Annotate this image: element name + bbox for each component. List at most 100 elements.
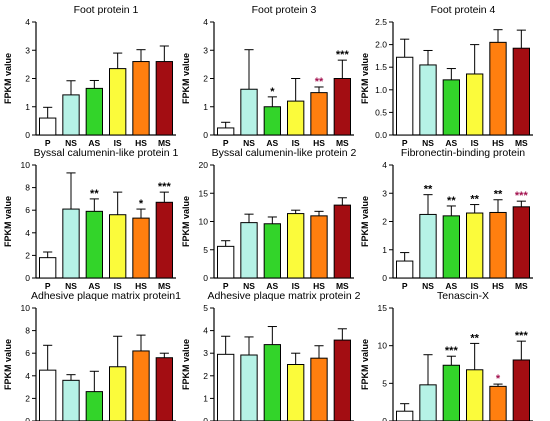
x-tick-label: MS (336, 138, 349, 148)
bar-p (217, 127, 235, 136)
x-tick-label: IS (471, 138, 479, 148)
bar-ns (62, 379, 80, 421)
y-tick-label: 10 (199, 217, 209, 227)
y-tick-label: 0 (382, 273, 387, 283)
bar-ms (512, 359, 531, 421)
x-tick-label: AS (266, 281, 278, 291)
chart-title: Byssal calumenin-like protein 1 (34, 147, 179, 159)
y-tick-label: 5 (382, 378, 387, 388)
chart-title: Foot protein 3 (252, 4, 317, 16)
bar-ms (155, 61, 174, 136)
x-tick-label: MS (336, 281, 349, 291)
x-tick-label: AS (266, 138, 278, 148)
y-tick-label: 4 (203, 326, 208, 336)
chart-panel: Adhesive plaque matrix protein1 FPKM valu… (3, 290, 181, 421)
y-tick-label: 4 (203, 17, 208, 27)
bar-is (466, 212, 484, 279)
bar-p (396, 260, 414, 279)
significance-marker: ** (470, 332, 479, 344)
bar-is (287, 213, 305, 279)
y-tick-label: 2 (203, 371, 208, 381)
y-tick-label: 2 (25, 250, 30, 260)
bar-p (396, 56, 414, 136)
y-tick-label: 2.0 (375, 40, 387, 50)
bar-as (85, 391, 103, 421)
y-tick-label: 3 (25, 45, 30, 55)
significance-marker: ** (447, 195, 456, 207)
bar-p (217, 353, 235, 421)
y-tick-label: 2 (203, 74, 208, 84)
x-tick-label: NS (422, 281, 434, 291)
chart-title: Fibronectin-binding protein (401, 147, 525, 159)
x-tick-label: P (402, 281, 408, 291)
significance-marker: ** (494, 189, 503, 201)
x-tick-label: MS (515, 138, 528, 148)
bar-is (466, 73, 484, 136)
y-tick-label: 1 (25, 102, 30, 112)
y-tick-label: 1 (382, 245, 387, 255)
y-tick-label: 10 (21, 160, 31, 170)
bar-ms (512, 47, 531, 136)
x-tick-label: P (45, 281, 51, 291)
chart-panel: Fibronectin-binding protein FPKM value 0 1 2… (360, 147, 533, 291)
x-tick-label: HS (313, 281, 325, 291)
x-tick-label: MS (158, 281, 171, 291)
y-axis-label: FPKM value (360, 53, 370, 104)
y-tick-label: 10 (378, 341, 388, 351)
x-tick-label: HS (492, 138, 504, 148)
chart-panel: Foot protein 3 FPKM value 0 1 2 3 4 P NS * AS IS ** H… (181, 4, 354, 148)
x-tick-label: P (223, 138, 229, 148)
bar-p (39, 117, 57, 136)
x-tick-label: P (223, 281, 229, 291)
significance-marker: *** (515, 330, 529, 342)
chart-panel: Foot protein 4 FPKM value 0.0 0.5 1.0 1.5 2.0 2… (360, 4, 533, 148)
bar-as (85, 210, 103, 279)
chart-title: Adhesive plaque matrix protein 2 (208, 290, 361, 302)
bar-ns (240, 354, 258, 421)
x-tick-label: NS (65, 281, 77, 291)
y-tick-label: 0 (203, 273, 208, 283)
x-tick-label: NS (243, 281, 255, 291)
significance-marker: *** (158, 181, 172, 193)
chart-title: Foot protein 1 (74, 4, 139, 16)
bar-as (442, 79, 460, 136)
chart-panel: Foot protein 1 FPKM value 0 1 2 3 4 P NS AS IS HS MS (3, 4, 176, 148)
bar-is (287, 100, 305, 136)
bar-is (109, 366, 127, 421)
chart-title: Foot protein 4 (431, 4, 496, 16)
y-tick-label: 1.0 (375, 85, 387, 95)
bar-as (442, 364, 460, 421)
y-tick-label: 2.5 (375, 17, 387, 27)
bar-hs (489, 41, 507, 136)
y-tick-label: 4 (25, 17, 30, 27)
bar-hs (310, 215, 328, 279)
y-tick-label: 10 (21, 303, 31, 313)
y-tick-label: 0 (25, 130, 30, 140)
x-tick-label: HS (313, 138, 325, 148)
bar-ms (155, 357, 174, 421)
bar-hs (310, 357, 328, 421)
bar-ns (240, 88, 258, 136)
bar-ms (155, 201, 174, 279)
y-tick-label: 5 (203, 245, 208, 255)
y-axis-label: FPKM value (360, 339, 370, 390)
y-tick-label: 3 (203, 348, 208, 358)
significance-marker: ** (315, 76, 324, 88)
chart-panel: Byssal calumenin-like protein 1 FPKM valu… (3, 147, 179, 291)
y-axis-label: FPKM value (360, 196, 370, 247)
x-tick-label: IS (471, 281, 479, 291)
y-axis-label: FPKM value (3, 339, 13, 390)
y-tick-label: 1 (203, 102, 208, 112)
x-tick-label: MS (158, 138, 171, 148)
significance-marker: ** (90, 188, 99, 200)
x-tick-label: HS (135, 281, 147, 291)
y-tick-label: 15 (199, 188, 209, 198)
y-axis-label: FPKM value (3, 196, 13, 247)
y-tick-label: 15 (378, 303, 388, 313)
chart-panel: Byssal calumenin-like protein 2 FPKM valu… (181, 147, 357, 291)
bar-as (263, 223, 281, 279)
chart-panel: Adhesive plaque matrix protein 2 FPKM val… (181, 290, 361, 421)
x-tick-label: NS (243, 138, 255, 148)
y-tick-label: 8 (25, 183, 30, 193)
x-tick-label: AS (445, 281, 457, 291)
